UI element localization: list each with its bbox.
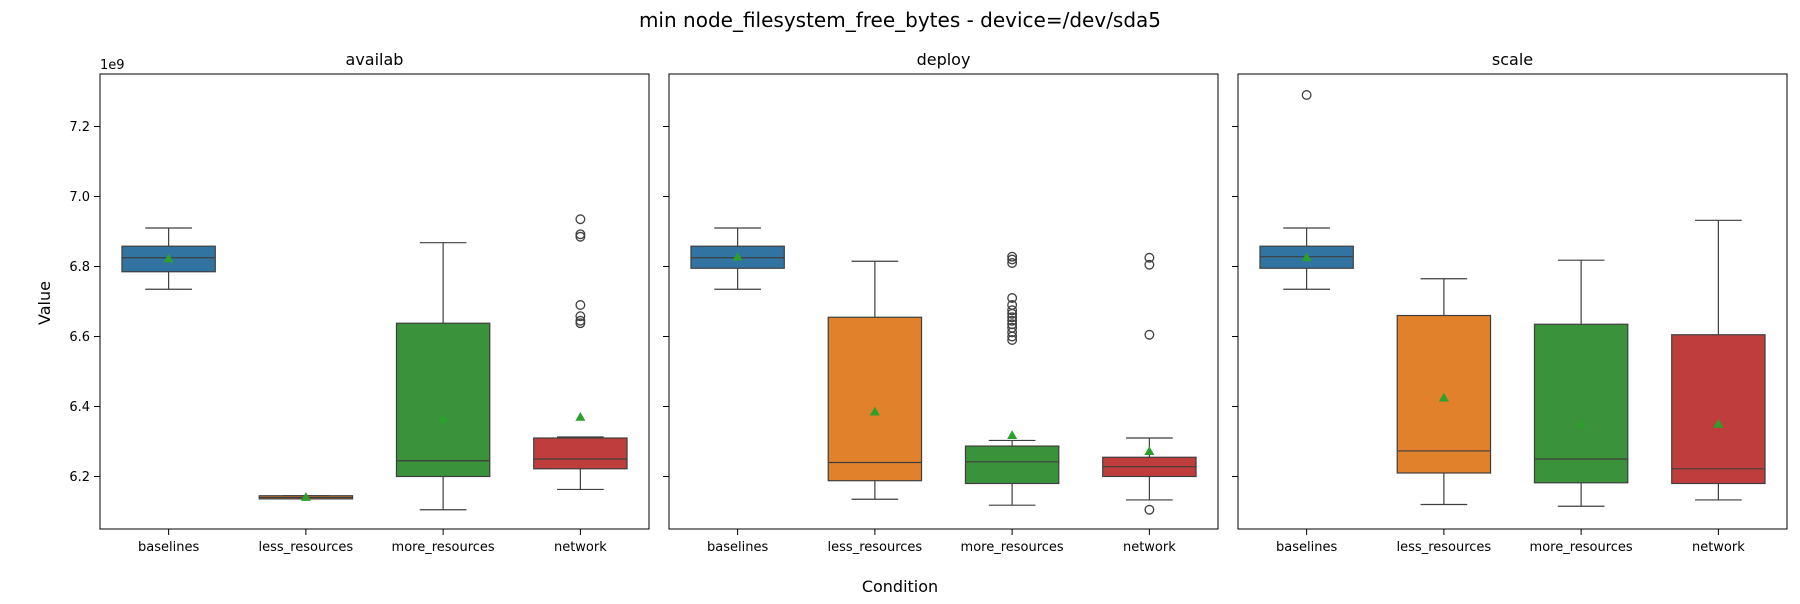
panel-frame bbox=[1237, 73, 1788, 530]
mean-marker bbox=[1144, 446, 1155, 456]
mean-marker bbox=[1576, 419, 1587, 428]
box-more_resources bbox=[964, 251, 1060, 506]
x-tick-label: baselines bbox=[138, 540, 199, 555]
box-iqr bbox=[395, 322, 491, 478]
panel-deploy: deploy baselines less_resources more_resour… bbox=[663, 50, 1219, 555]
x-axis-label: Condition bbox=[862, 577, 938, 596]
x-tick-label: baselines bbox=[707, 540, 768, 555]
box-more_resources bbox=[1533, 259, 1629, 507]
panel-title: availab bbox=[346, 50, 404, 69]
box-iqr bbox=[1671, 334, 1766, 485]
box-more_resources bbox=[395, 242, 491, 511]
y-tick-label: 6.4 bbox=[69, 400, 90, 415]
box-baselines bbox=[690, 227, 785, 290]
x-tick-label: network bbox=[554, 540, 607, 555]
mean-marker bbox=[163, 253, 174, 263]
panels-layer: availab 6.2 6.4 6.6 6.8 7.0 7.2 baselines less_r… bbox=[69, 50, 1788, 555]
box-iqr bbox=[533, 437, 628, 470]
y-tick-label: 6.6 bbox=[69, 330, 90, 345]
mean-marker bbox=[438, 413, 449, 423]
outlier-point bbox=[1007, 312, 1018, 323]
outlier-point bbox=[575, 229, 586, 240]
mean-marker bbox=[575, 412, 586, 421]
panel-title: scale bbox=[1492, 50, 1533, 69]
y-tick-label: 7.0 bbox=[69, 190, 90, 205]
box-network bbox=[1102, 252, 1197, 515]
outlier-point bbox=[1144, 259, 1155, 270]
outlier-point bbox=[1007, 322, 1018, 333]
mean-marker bbox=[869, 406, 880, 416]
panel-scale: scale baselines less_resources more_resourc… bbox=[1232, 50, 1788, 555]
x-tick-label: more_resources bbox=[392, 540, 495, 555]
outlier-point bbox=[1007, 315, 1018, 326]
panel-availab: availab 6.2 6.4 6.6 6.8 7.0 7.2 baselines less_r… bbox=[69, 50, 650, 555]
outlier-point bbox=[575, 300, 586, 310]
x-tick-label: network bbox=[1692, 540, 1745, 555]
panel-frame bbox=[99, 73, 650, 530]
box-network bbox=[1671, 219, 1766, 501]
outlier-point bbox=[575, 311, 586, 322]
y-tick-label: 6.8 bbox=[69, 260, 90, 275]
outlier-point bbox=[1144, 252, 1155, 263]
x-tick-label: more_resources bbox=[1530, 540, 1633, 555]
x-tick-label: less_resources bbox=[1397, 540, 1492, 555]
outlier-point bbox=[1144, 504, 1155, 515]
mean-marker bbox=[1713, 419, 1724, 428]
x-tick-label: more_resources bbox=[961, 540, 1064, 555]
box-less_resources bbox=[258, 492, 354, 501]
mean-marker bbox=[1301, 252, 1312, 262]
outlier-point bbox=[1301, 90, 1312, 100]
y-tick-label: 6.2 bbox=[69, 470, 90, 485]
box-less_resources bbox=[1396, 278, 1492, 506]
figure-title: min node_filesystem_free_bytes - device=… bbox=[639, 8, 1161, 32]
box-less_resources bbox=[827, 260, 923, 500]
y-axis-label: Value bbox=[35, 281, 54, 325]
x-tick-label: less_resources bbox=[259, 540, 354, 555]
mean-marker bbox=[732, 251, 743, 261]
mean-marker bbox=[300, 492, 311, 501]
outlier-point bbox=[1007, 258, 1018, 268]
outlier-point bbox=[575, 214, 586, 225]
outlier-point bbox=[1144, 329, 1155, 340]
outlier-point bbox=[1007, 305, 1018, 316]
y-axis-offset-text: 1e9 bbox=[100, 58, 125, 73]
y-tick-label: 7.2 bbox=[69, 120, 90, 135]
box-iqr bbox=[1533, 323, 1629, 484]
panel-frame bbox=[668, 73, 1219, 530]
outlier-point bbox=[575, 315, 586, 326]
box-network bbox=[533, 214, 628, 491]
x-tick-label: network bbox=[1123, 540, 1176, 555]
x-tick-label: baselines bbox=[1276, 540, 1337, 555]
mean-marker bbox=[1007, 430, 1018, 439]
outlier-point bbox=[1007, 300, 1018, 310]
outlier-point bbox=[1007, 254, 1018, 265]
outlier-point bbox=[1007, 319, 1018, 330]
box-baselines bbox=[121, 227, 216, 290]
box-iqr bbox=[964, 445, 1060, 485]
mean-marker bbox=[1438, 392, 1449, 402]
box-iqr bbox=[827, 316, 923, 482]
outlier-point bbox=[1007, 335, 1018, 345]
box-baselines bbox=[1259, 90, 1354, 290]
outlier-point bbox=[1007, 293, 1018, 303]
x-tick-label: less_resources bbox=[828, 540, 923, 555]
outlier-point bbox=[1007, 251, 1018, 262]
panel-title: deploy bbox=[917, 50, 971, 69]
